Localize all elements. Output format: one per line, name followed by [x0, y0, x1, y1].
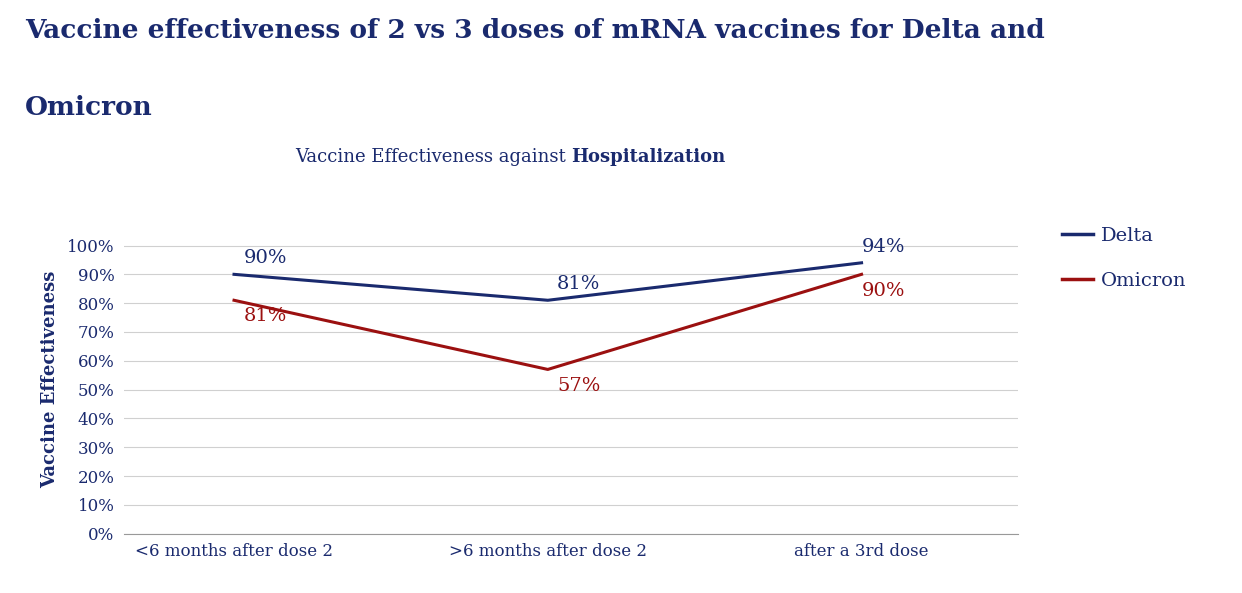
Text: Omicron: Omicron [25, 95, 153, 120]
Text: 81%: 81% [558, 275, 601, 293]
Text: 90%: 90% [243, 249, 287, 267]
Text: 94%: 94% [862, 238, 905, 256]
Text: Vaccine effectiveness of 2 vs 3 doses of mRNA vaccines for Delta and: Vaccine effectiveness of 2 vs 3 doses of… [25, 18, 1045, 43]
Text: 57%: 57% [558, 377, 601, 394]
Legend: Delta, Omicron: Delta, Omicron [1054, 219, 1194, 298]
Y-axis label: Vaccine Effectiveness: Vaccine Effectiveness [41, 271, 58, 488]
Text: Hospitalization: Hospitalization [571, 148, 725, 166]
Text: 81%: 81% [243, 308, 287, 326]
Text: Vaccine Effectiveness against: Vaccine Effectiveness against [294, 148, 571, 166]
Text: 90%: 90% [862, 282, 905, 299]
